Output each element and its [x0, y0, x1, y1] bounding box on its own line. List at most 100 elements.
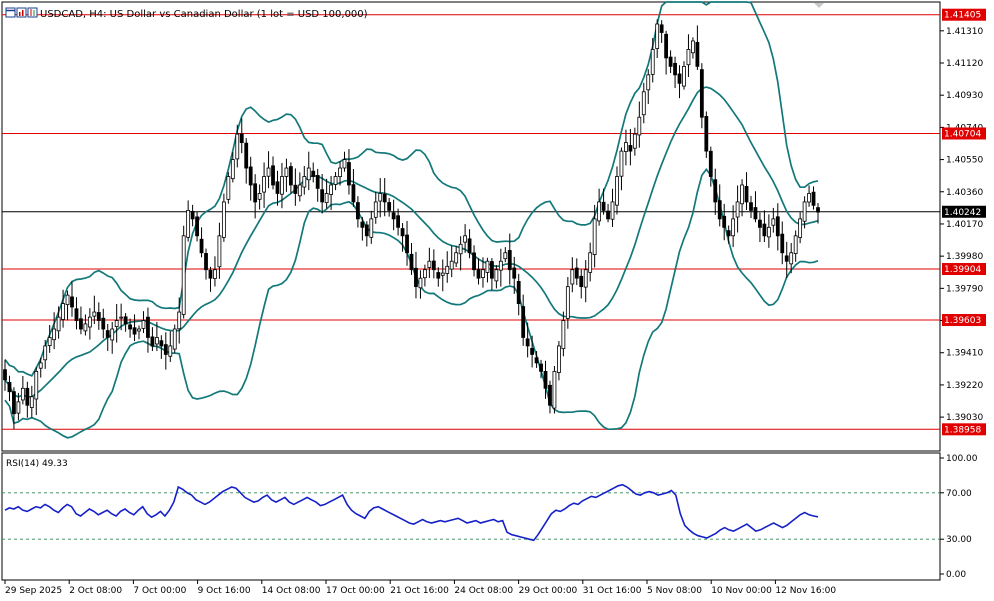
- candle: [364, 221, 369, 247]
- candle: [521, 294, 526, 346]
- candle: [195, 211, 199, 242]
- candle: [793, 230, 798, 262]
- candle: [503, 247, 508, 263]
- price-level-tag-label: 1.41405: [944, 11, 981, 21]
- window-header: USDCAD, H4: US Dollar vs Canadian Dollar…: [5, 7, 368, 20]
- candle: [668, 50, 673, 74]
- candle: [802, 196, 807, 229]
- time-tick-label: 12 Nov 16:00: [775, 586, 836, 596]
- candle: [619, 147, 624, 191]
- candle: [271, 156, 275, 190]
- window-icon[interactable]: [5, 7, 16, 18]
- candle: [34, 367, 39, 416]
- candle: [369, 210, 374, 244]
- candle: [96, 302, 101, 330]
- candle: [637, 101, 642, 148]
- candle: [664, 30, 669, 75]
- candle: [592, 204, 597, 268]
- candles-icon[interactable]: [27, 7, 38, 18]
- time-tick-label: 31 Oct 16:00: [583, 586, 642, 596]
- candle: [235, 124, 240, 168]
- time-tick-label: 17 Oct 00:00: [326, 586, 385, 596]
- main-price-pane[interactable]: [1, 1, 941, 452]
- candle: [597, 188, 602, 226]
- price-axis: 1.413101.411201.409301.407401.405501.403…: [940, 8, 986, 436]
- candle: [61, 289, 65, 328]
- time-tick-label: 24 Oct 08:00: [454, 586, 513, 596]
- candle: [512, 256, 517, 294]
- price-level-tag-label: 1.39904: [944, 265, 981, 275]
- candle: [534, 351, 539, 368]
- time-tick-label: 14 Oct 08:00: [262, 586, 321, 596]
- candle: [333, 171, 338, 191]
- current-price-tag: [942, 205, 986, 218]
- candle: [414, 251, 418, 299]
- candle: [686, 34, 691, 77]
- candle: [655, 19, 660, 59]
- candle: [329, 175, 333, 211]
- time-tick-label: 29 Sep 2025: [5, 586, 62, 596]
- candle: [396, 208, 400, 236]
- candle: [79, 306, 83, 335]
- time-tick-label: 9 Oct 16:00: [198, 586, 251, 596]
- candle: [628, 128, 633, 166]
- scroll-marker-icon[interactable]: [814, 3, 824, 8]
- candle: [320, 174, 325, 214]
- candle: [119, 303, 124, 331]
- candle: [159, 335, 164, 359]
- price-tick-label: 1.39790: [946, 284, 983, 294]
- price-tick-label: 1.40930: [946, 91, 983, 101]
- candle: [217, 222, 222, 279]
- price-tick-label: 1.39980: [946, 252, 983, 262]
- candle: [449, 245, 454, 278]
- candle: [780, 221, 785, 265]
- candle: [641, 82, 646, 124]
- candle: [382, 178, 387, 217]
- candle: [798, 212, 803, 244]
- candle: [181, 225, 186, 319]
- candle: [472, 245, 476, 277]
- candle: [749, 195, 753, 219]
- candle: [726, 225, 731, 244]
- chart-bar-icon[interactable]: [16, 7, 27, 18]
- candle: [789, 243, 794, 274]
- candle: [659, 20, 664, 43]
- candle: [239, 118, 244, 154]
- candle: [213, 256, 217, 287]
- candle: [324, 178, 329, 209]
- candle: [105, 324, 110, 351]
- candle: [141, 311, 146, 334]
- candle: [137, 325, 141, 340]
- price-level-tag: [942, 8, 986, 21]
- candle: [172, 324, 177, 353]
- candle: [253, 174, 258, 219]
- price-tick-label: 1.39410: [946, 349, 983, 359]
- candle: [409, 242, 414, 275]
- time-axis: 29 Sep 2025 2 Oct 08:00 7 Oct 00:00 9 Oct 1…: [4, 580, 836, 596]
- candle: [70, 281, 74, 317]
- candle: [467, 229, 472, 259]
- candle: [454, 246, 459, 268]
- rsi-level-guides: [2, 492, 940, 540]
- candle: [280, 162, 284, 209]
- candle: [248, 156, 253, 201]
- candle: [615, 166, 619, 215]
- candle: [548, 380, 552, 414]
- rsi-pane[interactable]: RSI(14) 49.33 100.00 70.00 30.00 0.00: [1, 452, 978, 581]
- candle: [574, 258, 579, 285]
- price-level-tag-label: 1.39603: [944, 316, 981, 326]
- candle: [199, 227, 204, 258]
- candle: [297, 172, 302, 202]
- time-tick-label: 10 Nov 00:00: [711, 586, 772, 596]
- candle: [266, 151, 271, 189]
- candle: [262, 162, 266, 208]
- candle: [485, 257, 490, 283]
- candle: [722, 203, 727, 241]
- candle: [530, 335, 535, 368]
- candle: [405, 220, 409, 266]
- candle: [244, 138, 249, 184]
- time-tick-label: 2 Oct 08:00: [69, 586, 122, 596]
- candle: [811, 186, 816, 210]
- candle: [606, 203, 610, 223]
